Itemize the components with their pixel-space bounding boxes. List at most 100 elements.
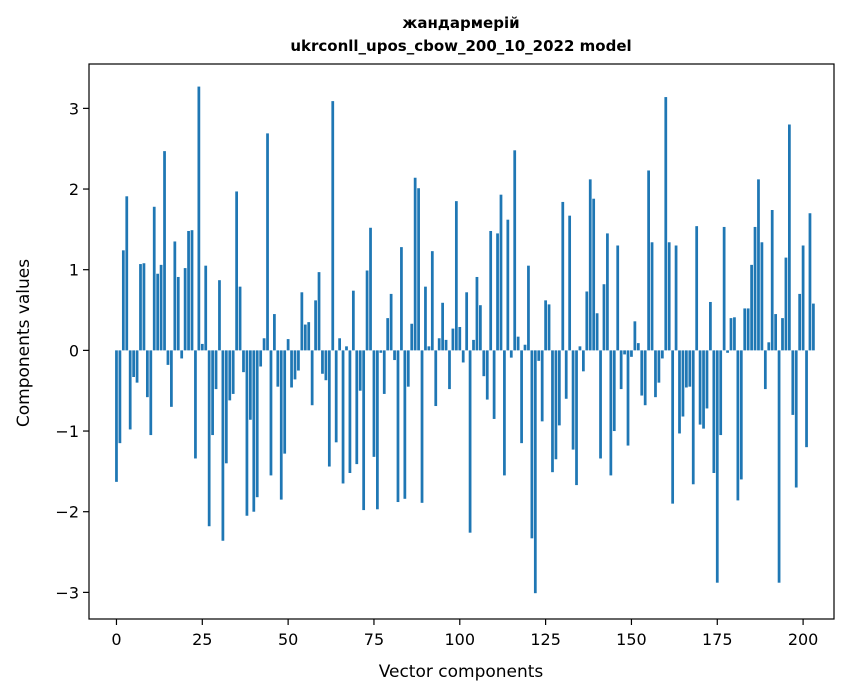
bar bbox=[812, 303, 815, 351]
bar bbox=[719, 350, 723, 436]
bar bbox=[365, 270, 369, 351]
bar bbox=[396, 350, 400, 503]
bar bbox=[691, 350, 695, 485]
y-tick-label: −2 bbox=[55, 503, 79, 522]
bar bbox=[606, 233, 609, 351]
bar bbox=[554, 350, 558, 460]
bar bbox=[678, 350, 681, 434]
bar bbox=[307, 322, 311, 351]
bar bbox=[324, 350, 328, 381]
bar bbox=[688, 350, 692, 387]
bar bbox=[242, 350, 245, 373]
bar bbox=[238, 286, 242, 351]
bar bbox=[403, 350, 407, 499]
bar bbox=[382, 350, 386, 394]
bar bbox=[400, 247, 403, 351]
bar bbox=[592, 198, 596, 351]
bar bbox=[132, 350, 136, 377]
bar bbox=[228, 350, 232, 401]
x-tick-label: 175 bbox=[702, 630, 733, 649]
bar bbox=[369, 227, 372, 351]
bar bbox=[472, 339, 475, 351]
bar bbox=[685, 350, 688, 388]
bar bbox=[197, 86, 201, 351]
bar bbox=[279, 350, 283, 500]
bar bbox=[200, 343, 204, 351]
bar bbox=[211, 350, 214, 436]
bar bbox=[564, 350, 568, 399]
bar bbox=[767, 342, 771, 351]
bar bbox=[509, 350, 513, 358]
bar bbox=[393, 350, 396, 361]
bar bbox=[557, 350, 561, 426]
bar bbox=[619, 350, 623, 390]
bar bbox=[540, 350, 544, 422]
bar bbox=[235, 191, 238, 351]
bar bbox=[458, 326, 462, 351]
bar bbox=[674, 245, 678, 351]
bar bbox=[159, 264, 163, 351]
bar bbox=[575, 350, 578, 486]
x-tick-label: 125 bbox=[530, 630, 561, 649]
bar bbox=[310, 350, 314, 406]
x-tick-label: 25 bbox=[192, 630, 212, 649]
y-tick-label: 0 bbox=[69, 341, 79, 360]
bar bbox=[784, 257, 788, 351]
bar bbox=[612, 350, 616, 432]
bar bbox=[623, 350, 626, 355]
bar bbox=[317, 272, 321, 351]
bar bbox=[454, 201, 458, 351]
bar bbox=[547, 304, 551, 351]
bar bbox=[633, 321, 637, 351]
bar bbox=[183, 268, 187, 351]
bar bbox=[715, 350, 719, 583]
bar bbox=[499, 194, 503, 351]
bar bbox=[523, 344, 527, 351]
x-tick-label: 0 bbox=[111, 630, 121, 649]
bar bbox=[142, 263, 146, 351]
bar bbox=[506, 219, 510, 351]
bar bbox=[465, 292, 469, 351]
bar bbox=[218, 280, 221, 351]
bar bbox=[321, 350, 324, 374]
bar bbox=[152, 206, 156, 351]
bar bbox=[248, 350, 252, 420]
bar bbox=[561, 201, 565, 351]
bar bbox=[705, 350, 709, 409]
bar bbox=[297, 350, 300, 371]
bar bbox=[348, 350, 352, 473]
x-axis-ticks: 0 25 50 75 100 125 150 175 200 bbox=[111, 619, 818, 649]
bar bbox=[733, 317, 736, 351]
bar bbox=[214, 350, 218, 390]
bar bbox=[121, 250, 125, 351]
bar bbox=[338, 338, 341, 351]
bar bbox=[636, 343, 640, 351]
bar bbox=[475, 276, 479, 351]
bar bbox=[582, 350, 585, 372]
bar bbox=[266, 133, 269, 351]
bar bbox=[259, 350, 263, 367]
bar bbox=[722, 226, 726, 351]
bar bbox=[334, 350, 338, 443]
bar bbox=[729, 318, 733, 351]
bar bbox=[643, 350, 647, 406]
x-tick-label: 75 bbox=[364, 630, 384, 649]
bar bbox=[176, 276, 180, 351]
bar bbox=[341, 350, 345, 484]
bar bbox=[331, 101, 335, 351]
bar bbox=[269, 350, 273, 476]
bar bbox=[444, 339, 448, 351]
bar bbox=[492, 350, 496, 419]
bar bbox=[437, 338, 441, 351]
x-tick-label: 200 bbox=[788, 630, 819, 649]
plot-area-frame bbox=[88, 63, 835, 620]
bar bbox=[485, 350, 489, 400]
bar bbox=[698, 350, 702, 425]
bar bbox=[417, 188, 420, 351]
bar bbox=[252, 350, 256, 512]
bar bbox=[194, 350, 197, 459]
bar bbox=[351, 290, 355, 351]
bar bbox=[427, 346, 431, 351]
bar bbox=[479, 305, 482, 351]
